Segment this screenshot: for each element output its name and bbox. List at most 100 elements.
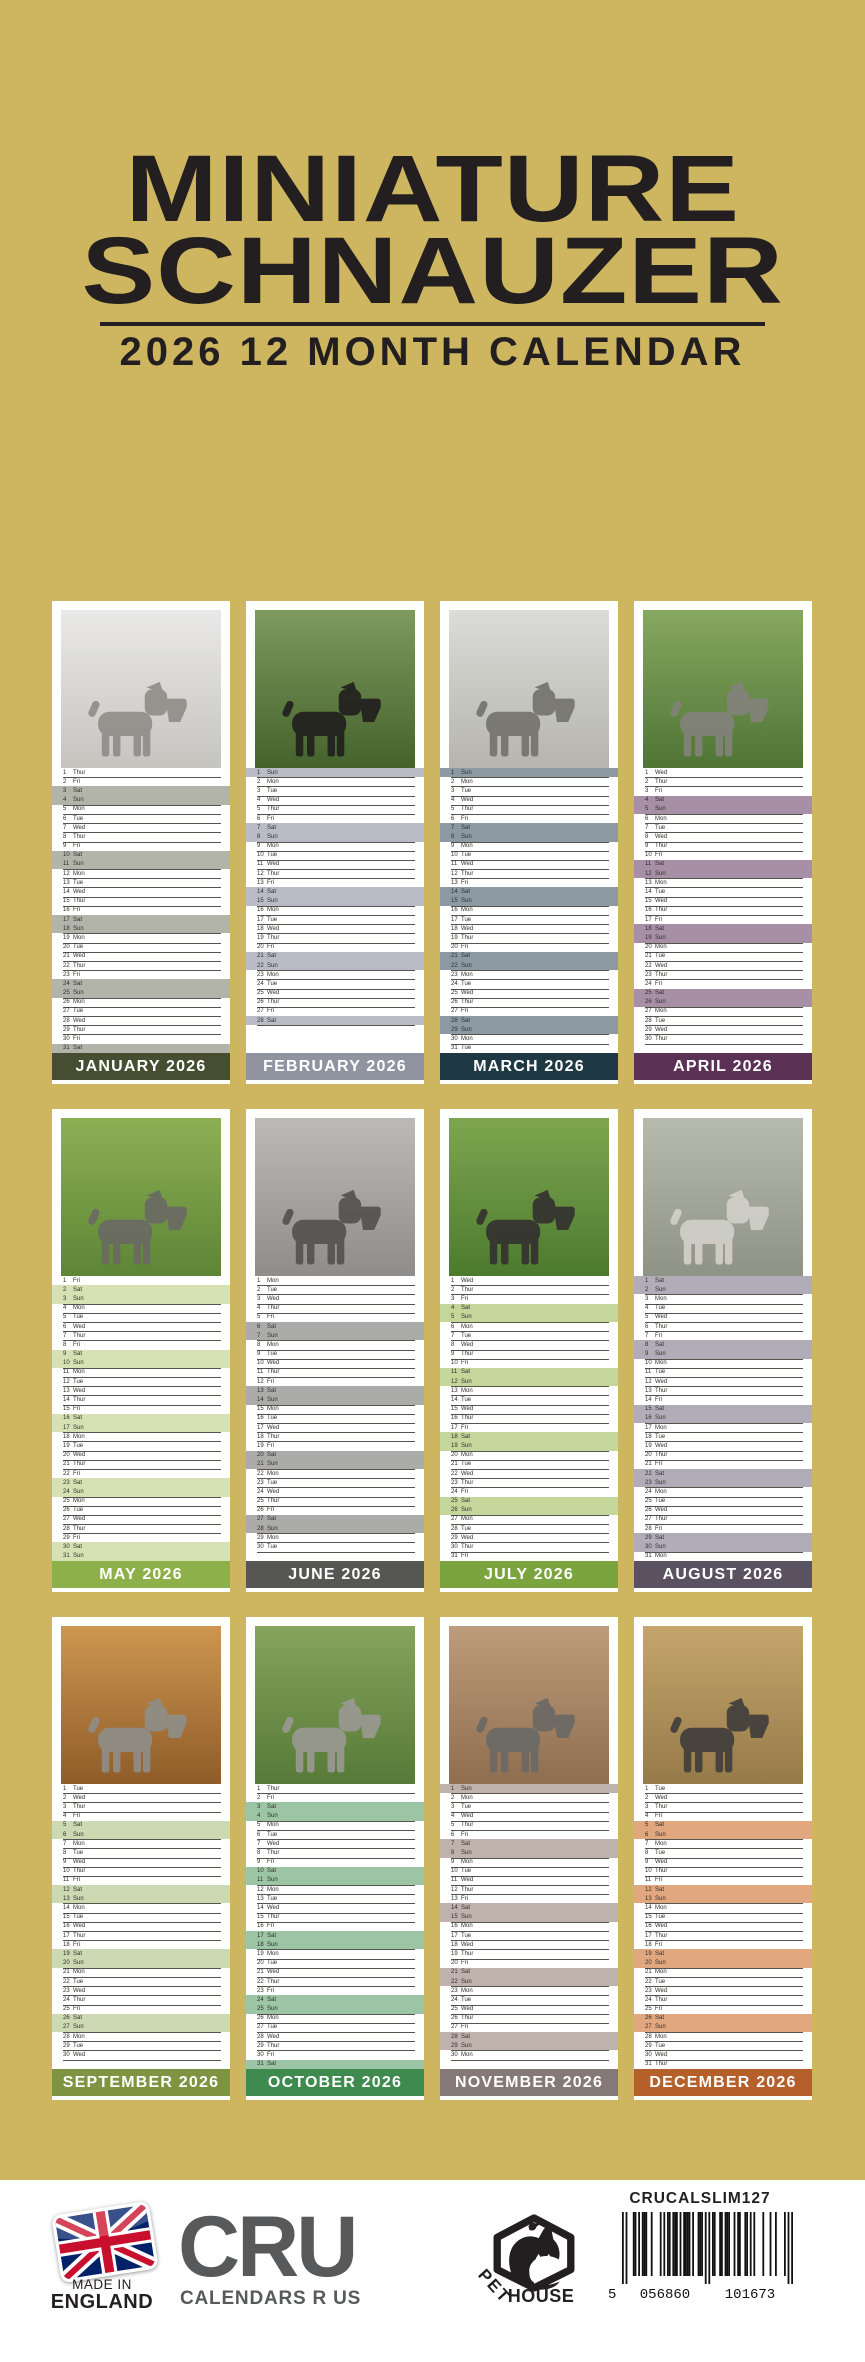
day-number: 27: [451, 2024, 458, 2031]
day-row: 10 Tue: [440, 1867, 618, 1877]
day-weekday: Wed: [73, 889, 86, 896]
day-number: 11: [63, 1369, 70, 1376]
day-number: 9: [63, 1859, 67, 1866]
day-row: 26 Sun: [634, 997, 812, 1008]
day-weekday: Wed: [655, 833, 668, 840]
day-number: 19: [451, 934, 458, 941]
day-row: 12 Sun: [440, 1377, 618, 1388]
day-weekday: Mon: [461, 971, 473, 978]
day-weekday: Thur: [73, 1803, 86, 1810]
day-weekday: Sat: [655, 1822, 665, 1829]
day-row: 6 Tue: [52, 814, 230, 825]
day-weekday: Fri: [73, 1877, 80, 1884]
day-number: 12: [645, 1378, 652, 1385]
month-label-text: JANUARY 2026: [75, 1057, 207, 1075]
day-row: 28 Mon: [634, 2032, 812, 2043]
day-row: 12 Wed: [634, 1377, 812, 1388]
day-weekday: Thur: [267, 1978, 280, 1985]
day-weekday: Sun: [267, 1813, 278, 1820]
day-weekday: Thur: [655, 1036, 668, 1043]
day-row: 26 Fri: [246, 1506, 424, 1516]
day-row: 2 Mon: [246, 777, 424, 788]
day-number: 26: [645, 1507, 652, 1514]
day-row: 16 Mon: [440, 906, 618, 916]
day-row: 16 Mon: [246, 906, 424, 916]
barcode-digits-group2: 101673: [725, 2287, 775, 2300]
day-row: 19 Mon: [246, 1949, 424, 1960]
day-number: 1: [63, 1277, 67, 1284]
day-weekday: Wed: [267, 1295, 280, 1302]
day-weekday: Tue: [655, 1914, 666, 1921]
day-row: 25 Sun: [52, 988, 230, 999]
day-number: 20: [63, 1960, 70, 1967]
day-weekday: Sun: [73, 1553, 84, 1560]
day-weekday: Thur: [655, 1452, 668, 1459]
day-number: 6: [645, 1831, 649, 1838]
day-number: 14: [451, 1905, 458, 1912]
day-weekday: Tue: [73, 1314, 84, 1321]
day-number: 1: [257, 769, 261, 776]
day-row: 7 Fri: [634, 1331, 812, 1342]
day-row: 5 Sun: [440, 1312, 618, 1323]
day-weekday: Sat: [461, 1498, 471, 1505]
day-weekday: Tue: [267, 1960, 278, 1967]
day-weekday: Fri: [655, 916, 662, 923]
day-number: 23: [63, 971, 70, 978]
title-underline: [100, 322, 765, 326]
day-weekday: Sun: [267, 1332, 278, 1339]
day-number: 11: [645, 861, 652, 868]
day-row: 12 Mon: [246, 1885, 424, 1896]
day-weekday: Thur: [655, 971, 668, 978]
day-row: 17 Tue: [440, 1931, 618, 1942]
day-row: 22 Wed: [440, 1469, 618, 1480]
day-number: 2: [645, 1794, 649, 1801]
day-weekday: Tue: [267, 1286, 278, 1293]
day-number: 18: [257, 1433, 264, 1440]
day-number: 22: [451, 1470, 458, 1477]
day-row: 11 Wed: [246, 860, 424, 871]
day-number: 24: [63, 980, 70, 987]
month-label-text: APRIL 2026: [673, 1057, 773, 1075]
day-weekday: Sun: [267, 1397, 278, 1404]
month-label-bar: FEBRUARY 2026: [246, 1053, 424, 1080]
day-number: 11: [451, 1369, 458, 1376]
day-row: 1 Wed: [634, 768, 812, 779]
day-number: 27: [451, 1008, 458, 1015]
day-weekday: Fri: [461, 815, 468, 822]
day-row: 6 Sun: [634, 1829, 812, 1841]
day-row: 30 Thur: [634, 1034, 812, 1045]
day-row: 9 Mon: [246, 842, 424, 852]
day-number: 8: [451, 1849, 455, 1856]
day-row: 15 Tue: [52, 1913, 230, 1923]
day-row: 5 Thur: [440, 1821, 618, 1831]
day-number: 21: [645, 1461, 652, 1468]
month-panel: 1 Thur 2 Fri 3 Sat 4 Sun 5 Mon 6 Tue 7 Wed 8 Thur 9 Fri 10…: [52, 601, 230, 1084]
day-number: 5: [63, 806, 67, 813]
day-number: 21: [451, 1461, 458, 1468]
day-weekday: Sun: [73, 990, 84, 997]
day-row: 23 Tue: [246, 1478, 424, 1489]
day-number: 4: [645, 797, 649, 804]
day-weekday: Sat: [655, 1406, 665, 1413]
day-row: 22 Mon: [246, 1469, 424, 1480]
day-weekday: Sun: [267, 2006, 278, 2013]
day-number: 21: [451, 953, 458, 960]
day-number: 8: [257, 1849, 261, 1856]
day-row: 14 Fri: [634, 1395, 812, 1406]
day-number: 17: [63, 916, 70, 923]
day-row: 1 Tue: [52, 1784, 230, 1795]
day-weekday: Thur: [461, 1351, 474, 1358]
day-number: 17: [645, 1932, 652, 1939]
day-number: 7: [257, 824, 261, 831]
cru-logo: CRU: [178, 2199, 358, 2295]
month-label-bar: AUGUST 2026: [634, 1561, 812, 1588]
day-number: 26: [257, 2015, 264, 2022]
day-row: 28 Thur: [52, 1524, 230, 1535]
day-number: 4: [63, 1305, 67, 1312]
day-weekday: Mon: [461, 1859, 473, 1866]
day-number: 22: [451, 1978, 458, 1985]
day-row: 25 Wed: [440, 2005, 618, 2015]
day-weekday: Mon: [461, 1387, 473, 1394]
day-number: 5: [645, 806, 649, 813]
day-weekday: Mon: [267, 778, 279, 785]
